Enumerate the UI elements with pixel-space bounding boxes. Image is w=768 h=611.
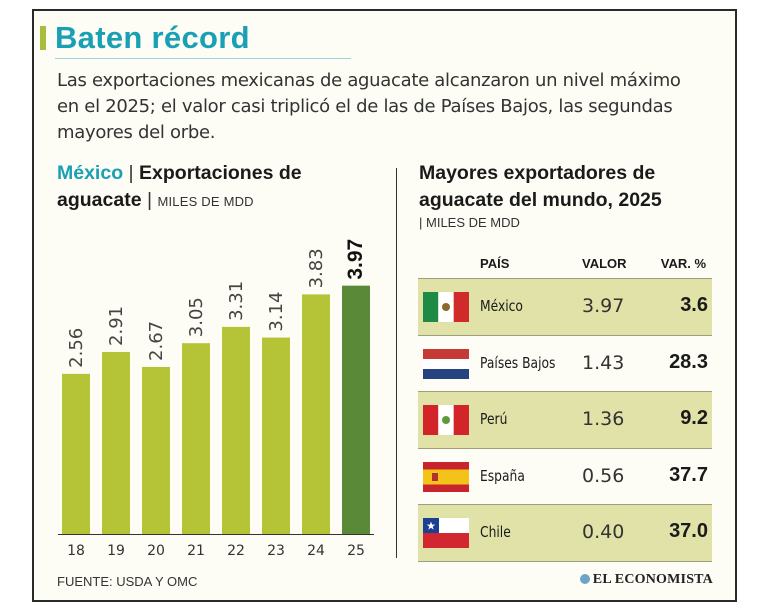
table-units: MILES DE MDD: [426, 215, 520, 230]
row-change: 37.0: [669, 520, 708, 543]
subtitle: Las exportaciones mexicanas de aguacate …: [57, 70, 681, 143]
table-bottom-rule: [418, 560, 712, 562]
row-value: 1.43: [582, 351, 625, 374]
x-tick-label: 21: [187, 543, 205, 559]
header-country: PAÍS: [480, 256, 510, 271]
table-title: Mayores exportadores de aguacate del mun…: [419, 162, 662, 211]
x-tick-label: 24: [307, 543, 325, 559]
spain-flag-icon: [423, 461, 469, 492]
x-tick-label: 20: [147, 543, 165, 559]
brand-mark-icon: [579, 574, 590, 584]
x-tick-label: 25: [347, 543, 365, 559]
row-country: España: [480, 466, 525, 485]
bar-value-label: 3.14: [266, 291, 287, 331]
table-row: Países Bajos 1.43 28.3: [418, 334, 712, 392]
x-tick-label: 19: [107, 543, 125, 559]
exporters-table: PAÍS VALOR VAR. % México 3.97 3.6 Países Ba…: [418, 250, 712, 562]
heading-separator: |: [419, 215, 423, 230]
table-body: México 3.97 3.6 Países Bajos 1.43 28.3 Perú 1.3…: [418, 278, 712, 562]
bar-22: [222, 326, 250, 534]
row-value: 0.40: [582, 521, 625, 544]
bar-value-label: 2.56: [66, 328, 87, 368]
header-value: VALOR: [582, 256, 627, 271]
bar-25: [342, 285, 370, 534]
heading-separator: |: [128, 162, 134, 184]
row-change: 37.7: [669, 463, 708, 486]
table-header: PAÍS VALOR VAR. %: [418, 250, 712, 278]
row-change: 9.2: [680, 407, 708, 430]
bar-19: [102, 351, 130, 534]
bar-chart-units: MILES DE MDD: [157, 194, 254, 209]
bar-20: [142, 366, 170, 534]
bar-chart-heading: México | Exportaciones de aguacate | MIL…: [57, 160, 377, 215]
table-units-line: | MILES DE MDD: [419, 215, 520, 230]
bar-value-label: 3.97: [344, 239, 367, 280]
mexico-flag-icon: [423, 292, 469, 322]
table-row: Perú 1.36 9.2: [418, 391, 712, 448]
brand-name: EL ECONOMISTA: [592, 572, 713, 587]
bar-chart: 2.56 18 2.91 19 2.67 20 3.05 21 3.31 22 3.14 23 3.83…: [58, 239, 374, 559]
row-change: 28.3: [669, 350, 708, 373]
brand-logo: EL ECONOMISTA: [579, 572, 713, 588]
chile-flag-icon: [423, 518, 469, 549]
row-value: 3.97: [582, 295, 625, 317]
bar-chart-country: México: [57, 162, 124, 184]
bar-value-label: 3.83: [306, 248, 327, 288]
x-tick-label: 18: [67, 543, 85, 559]
source-note: FUENTE: USDA Y OMC: [57, 574, 198, 589]
row-value: 0.56: [582, 464, 625, 487]
bar-value-label: 2.91: [106, 306, 127, 346]
bar-value-label: 3.31: [226, 281, 247, 321]
bar-21: [182, 343, 210, 534]
table-row: México 3.97 3.6: [418, 278, 712, 335]
bar-24: [302, 294, 330, 534]
title-underline: [55, 58, 351, 59]
heading-separator: |: [146, 189, 153, 211]
peru-flag-icon: [423, 405, 469, 436]
x-tick-label: 23: [267, 543, 285, 559]
netherlands-flag-icon: [423, 348, 469, 379]
page-title: Baten récord: [55, 20, 250, 55]
table-row: Chile 0.40 37.0: [418, 504, 712, 561]
row-value: 1.36: [582, 408, 625, 431]
column-divider: [396, 168, 397, 558]
bar-18: [62, 373, 90, 534]
bar-chart-title: Exportaciones de aguacate: [57, 162, 302, 211]
title-accent-bar: [40, 26, 46, 50]
row-country: Países Bajos: [480, 353, 556, 372]
table-row: España 0.56 37.7: [418, 447, 712, 505]
bar-23: [262, 337, 290, 534]
x-tick-label: 22: [227, 543, 245, 559]
row-country: Chile: [480, 523, 511, 542]
header-change: VAR. %: [660, 256, 706, 271]
bar-value-label: 3.05: [186, 297, 207, 337]
row-change: 3.6: [680, 294, 708, 316]
row-country: México: [480, 297, 523, 315]
bar-value-label: 2.67: [146, 321, 167, 361]
row-country: Perú: [480, 410, 508, 429]
